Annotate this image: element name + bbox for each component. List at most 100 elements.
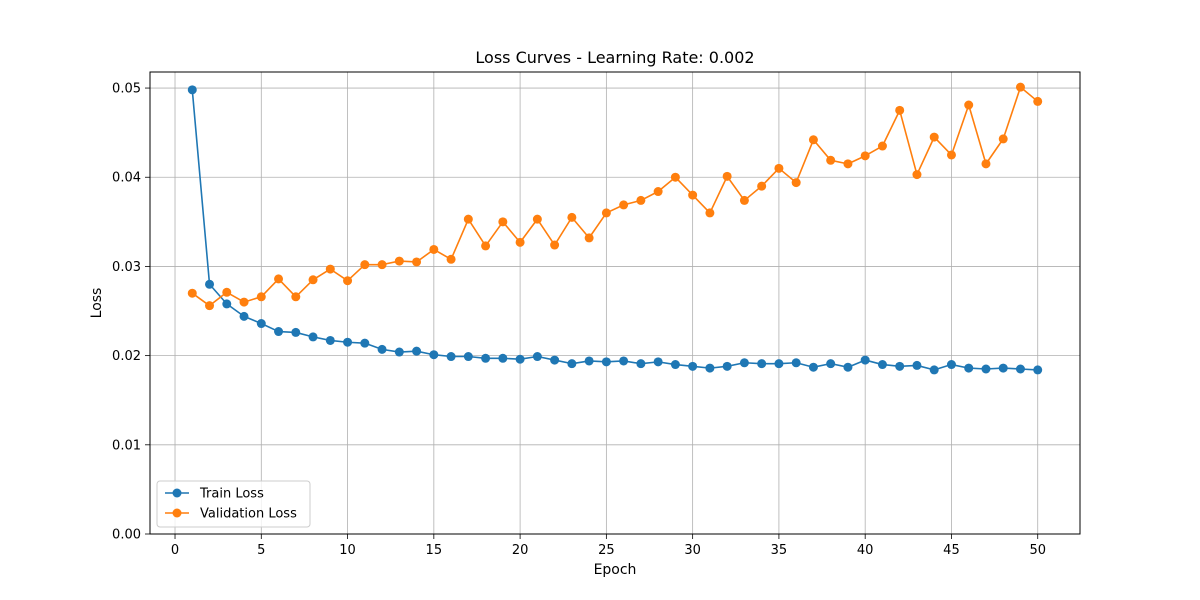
y-tick-label: 0.03	[112, 260, 141, 275]
data-point-train-loss	[912, 360, 922, 370]
data-point-validation-loss	[343, 276, 353, 286]
x-tick-label: 30	[684, 543, 701, 558]
data-point-validation-loss	[377, 260, 387, 270]
data-point-train-loss	[325, 335, 335, 345]
data-point-validation-loss	[463, 214, 473, 224]
data-point-train-loss	[774, 359, 784, 369]
data-point-validation-loss	[705, 208, 715, 218]
data-point-train-loss	[636, 359, 646, 369]
data-point-validation-loss	[325, 264, 335, 274]
data-point-train-loss	[808, 362, 818, 372]
data-point-validation-loss	[929, 132, 939, 142]
data-point-validation-loss	[981, 159, 991, 169]
data-point-train-loss	[877, 360, 887, 370]
data-point-train-loss	[187, 85, 197, 95]
data-point-train-loss	[481, 353, 491, 363]
data-point-train-loss	[222, 299, 232, 309]
y-tick-label: 0.00	[112, 528, 141, 543]
data-point-train-loss	[791, 358, 801, 368]
data-point-train-loss	[343, 337, 353, 347]
data-point-train-loss	[946, 360, 956, 370]
data-point-train-loss	[463, 352, 473, 362]
data-point-train-loss	[619, 356, 629, 366]
data-point-validation-loss	[429, 244, 439, 254]
data-point-validation-loss	[567, 212, 577, 222]
data-point-validation-loss	[670, 172, 680, 182]
data-point-train-loss	[757, 359, 767, 369]
series-validation-loss	[187, 82, 1043, 311]
data-point-train-loss	[256, 319, 266, 329]
data-point-train-loss	[498, 353, 508, 363]
x-tick-label: 40	[857, 543, 874, 558]
plot-area-frame	[149, 71, 1081, 535]
data-point-validation-loss	[739, 195, 749, 205]
data-point-validation-loss	[791, 178, 801, 188]
x-tick-labels: 0 5 10 15 20 25 30 35 40 45 50	[171, 543, 1046, 558]
data-point-validation-loss	[653, 187, 663, 197]
data-point-validation-loss	[412, 257, 422, 267]
data-point-validation-loss	[584, 233, 594, 243]
data-point-validation-loss	[515, 237, 525, 247]
data-point-train-loss	[653, 357, 663, 367]
data-point-train-loss	[584, 356, 594, 366]
data-point-train-loss	[843, 362, 853, 372]
tick-marks	[145, 87, 1039, 539]
data-point-validation-loss	[860, 151, 870, 161]
data-point-train-loss	[895, 361, 905, 371]
x-tick-label: 35	[771, 543, 788, 558]
data-point-validation-loss	[826, 155, 836, 165]
data-point-train-loss	[446, 352, 456, 362]
data-point-validation-loss	[239, 297, 249, 307]
x-tick-label: 25	[598, 543, 615, 558]
data-point-train-loss	[1033, 365, 1043, 375]
data-point-validation-loss	[601, 208, 611, 218]
legend-box	[156, 480, 311, 528]
legend-label-train-loss: Train Loss	[199, 487, 264, 502]
data-point-validation-loss	[808, 135, 818, 145]
data-point-validation-loss	[256, 292, 266, 302]
chart-title: Loss Curves - Learning Rate: 0.002	[475, 48, 754, 67]
data-point-train-loss	[360, 338, 370, 348]
data-point-train-loss	[964, 363, 974, 373]
data-point-train-loss	[705, 363, 715, 373]
data-point-validation-loss	[877, 141, 887, 151]
data-point-train-loss	[929, 365, 939, 375]
data-point-validation-loss	[308, 275, 318, 285]
data-point-validation-loss	[394, 256, 404, 266]
data-point-train-loss	[394, 347, 404, 357]
legend-marker-train-loss	[172, 488, 182, 498]
data-point-train-loss	[860, 355, 870, 365]
data-point-validation-loss	[998, 134, 1008, 144]
data-point-validation-loss	[912, 170, 922, 180]
y-tick-label: 0.05	[112, 82, 141, 97]
data-point-train-loss	[826, 359, 836, 369]
y-tick-label: 0.01	[112, 438, 141, 453]
data-point-validation-loss	[619, 200, 629, 210]
data-point-train-loss	[532, 352, 542, 362]
data-point-validation-loss	[550, 240, 560, 250]
legend: Train Loss Validation Loss	[156, 480, 311, 528]
x-tick-label: 20	[512, 543, 529, 558]
data-point-validation-loss	[636, 195, 646, 205]
data-point-validation-loss	[688, 190, 698, 200]
data-point-train-loss	[205, 279, 215, 289]
legend-label-validation-loss: Validation Loss	[200, 507, 297, 522]
data-point-train-loss	[377, 344, 387, 354]
data-point-validation-loss	[1033, 96, 1043, 106]
data-point-validation-loss	[360, 260, 370, 270]
series-train-loss	[187, 85, 1043, 375]
data-point-train-loss	[688, 361, 698, 371]
data-point-train-loss	[601, 357, 611, 367]
data-point-validation-loss	[274, 274, 284, 284]
data-point-train-loss	[308, 332, 318, 342]
data-point-validation-loss	[532, 214, 542, 224]
data-point-train-loss	[1015, 364, 1025, 374]
data-point-train-loss	[412, 346, 422, 356]
data-point-train-loss	[291, 327, 301, 337]
data-point-validation-loss	[498, 217, 508, 227]
data-point-train-loss	[550, 355, 560, 365]
x-tick-label: 5	[257, 543, 265, 558]
data-point-train-loss	[239, 311, 249, 321]
data-point-train-loss	[981, 364, 991, 374]
